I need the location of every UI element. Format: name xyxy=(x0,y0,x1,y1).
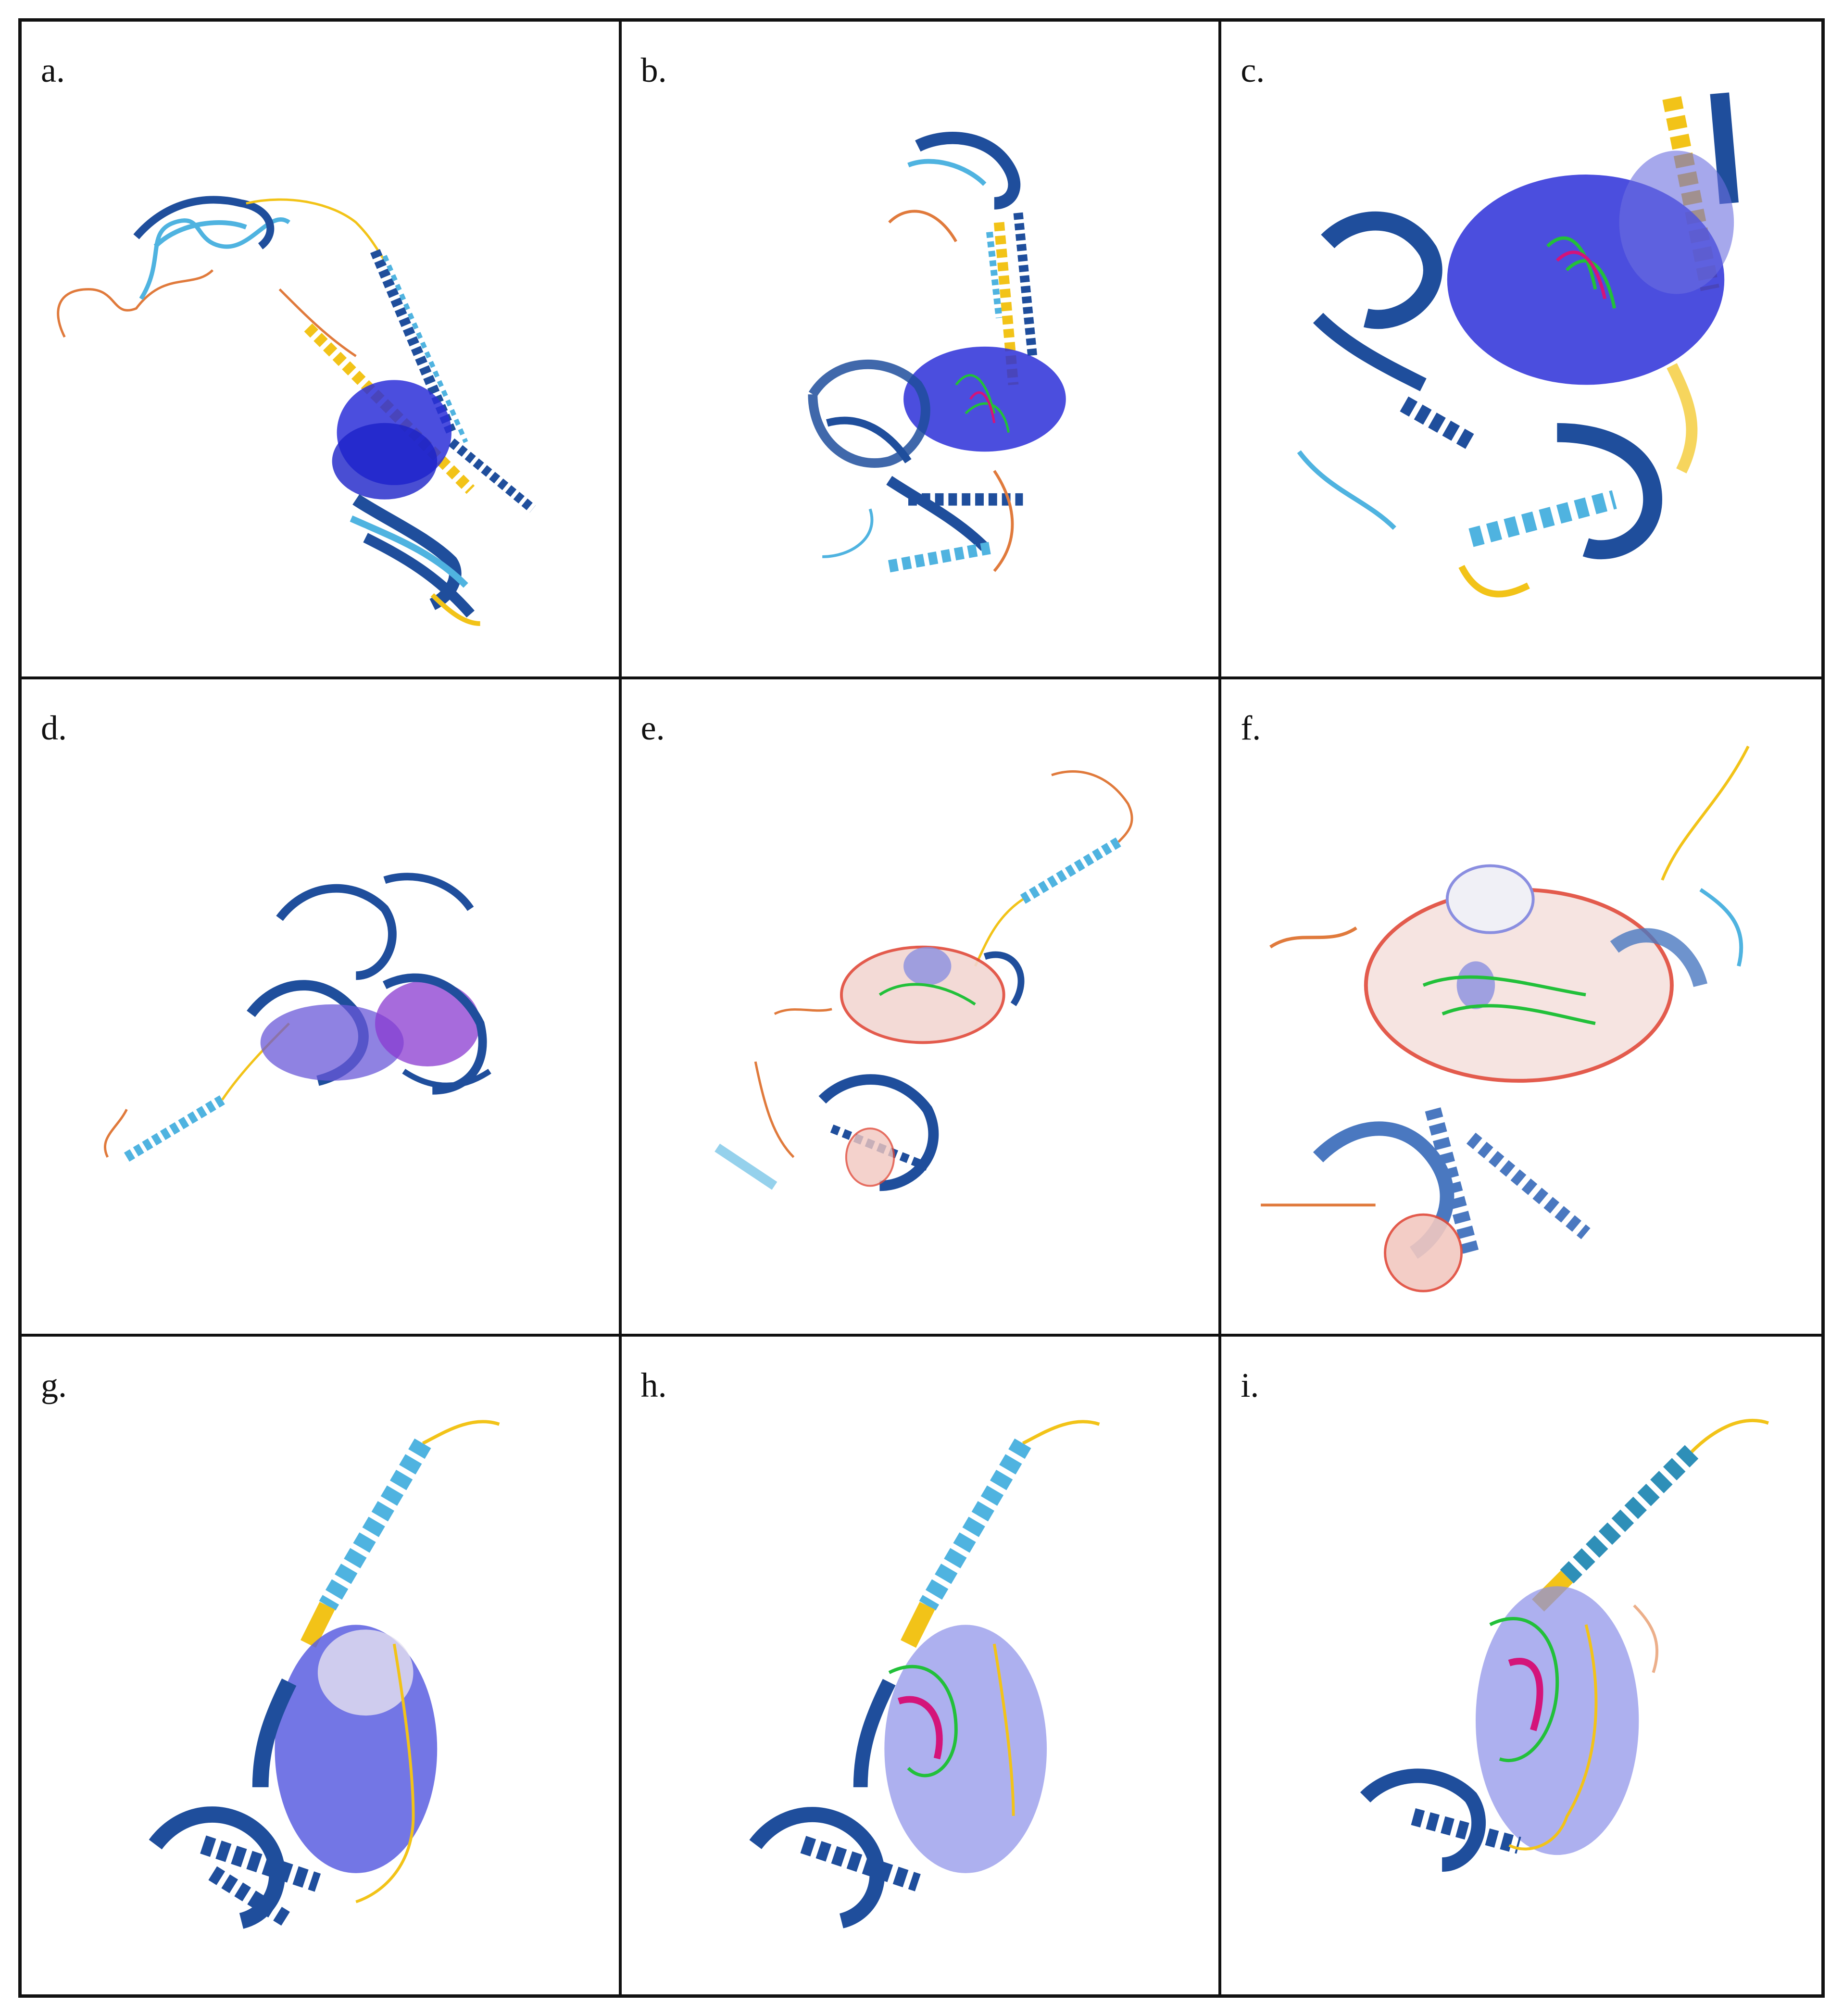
panel-label: b. xyxy=(640,51,667,89)
panel-g: g. xyxy=(22,1337,622,1994)
panel-b: b. xyxy=(621,22,1222,679)
panel-label: c. xyxy=(1241,51,1265,89)
panel-f: f. xyxy=(1221,679,1821,1337)
protein-structure-image xyxy=(749,1420,1100,1929)
panel-a: a. xyxy=(22,22,622,679)
protein-structure-image xyxy=(1297,92,1739,598)
panel-c: c. xyxy=(1221,22,1821,679)
panel-label: a. xyxy=(41,51,65,89)
panel-h: h. xyxy=(621,1337,1222,1994)
panel-e: e. xyxy=(621,679,1222,1337)
panel-label: d. xyxy=(41,708,67,747)
panel-i: i. xyxy=(1221,1337,1821,1994)
protein-structure-image xyxy=(57,196,536,626)
protein-structure-image xyxy=(714,770,1133,1191)
panel-d: d. xyxy=(22,679,622,1337)
panel-label: g. xyxy=(41,1366,67,1405)
protein-structure-image xyxy=(149,1420,500,1929)
panel-label: f. xyxy=(1241,708,1261,747)
panel-label: i. xyxy=(1241,1366,1259,1405)
protein-structure-image xyxy=(1360,1419,1769,1872)
protein-structure-image xyxy=(103,872,491,1162)
panel-label: h. xyxy=(640,1366,667,1405)
protein-structure-image xyxy=(808,132,1066,573)
protein-structure-image xyxy=(1261,745,1750,1292)
figure-grid: a. b. xyxy=(18,18,1825,1998)
panel-label: e. xyxy=(640,708,665,747)
